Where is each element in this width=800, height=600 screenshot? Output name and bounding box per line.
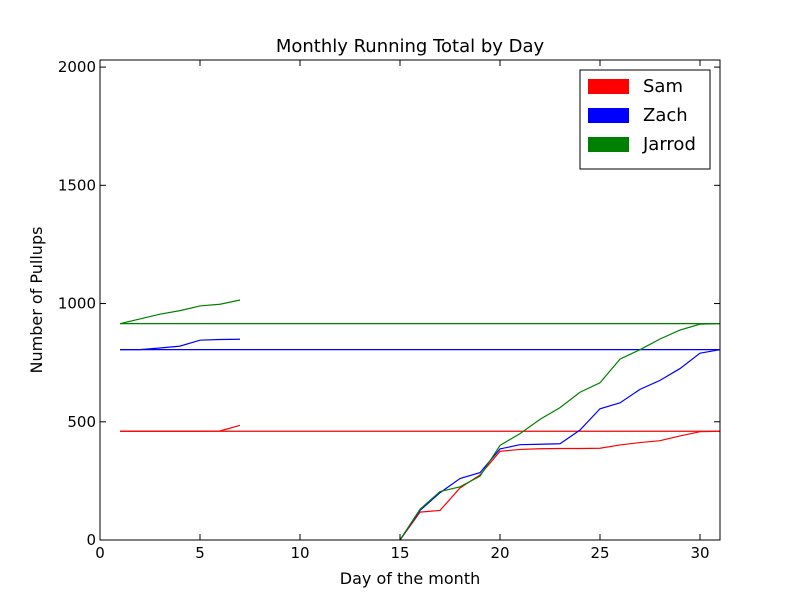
y-tick-label: 1000 — [58, 295, 96, 313]
legend-swatch-jarrod — [588, 137, 629, 152]
series-jarrod-line-0 — [119, 299, 241, 325]
series-zach-line-2 — [399, 349, 721, 541]
legend-swatch-sam — [588, 79, 629, 94]
y-axis-label: Number of Pullups — [27, 227, 46, 374]
y-tick-label: 500 — [67, 413, 96, 431]
legend-label-jarrod: Jarrod — [642, 134, 696, 155]
plot-frame — [99, 59, 721, 541]
x-tick-label: 15 — [390, 544, 409, 562]
legend-swatch-zach — [588, 108, 629, 123]
series-zach — [120, 338, 721, 541]
series-sam — [120, 424, 721, 541]
ticks-layer: 0 5 10 15 20 25 30 0 500 1000 1500 2000 — [58, 58, 720, 562]
series-layer — [119, 299, 721, 541]
legend-label-zach: Zach — [643, 105, 688, 126]
legend-label-sam: Sam — [643, 76, 683, 97]
series-sam-line-2 — [399, 430, 721, 541]
x-axis-label: Day of the month — [340, 569, 480, 588]
x-tick-label: 25 — [590, 544, 609, 562]
chart-title: Monthly Running Total by Day — [276, 36, 545, 57]
y-tick-label: 0 — [86, 531, 96, 549]
series-jarrod-line-2 — [399, 323, 721, 541]
x-tick-label: 0 — [95, 544, 105, 562]
y-tick-label: 1500 — [58, 176, 96, 194]
y-tick-label: 2000 — [58, 58, 96, 76]
series-jarrod — [119, 299, 721, 541]
x-tick-label: 30 — [690, 544, 709, 562]
legend: Sam Zach Jarrod — [579, 69, 711, 170]
x-tick-label: 20 — [490, 544, 509, 562]
x-tick-label: 5 — [195, 544, 205, 562]
x-tick-label: 10 — [290, 544, 309, 562]
